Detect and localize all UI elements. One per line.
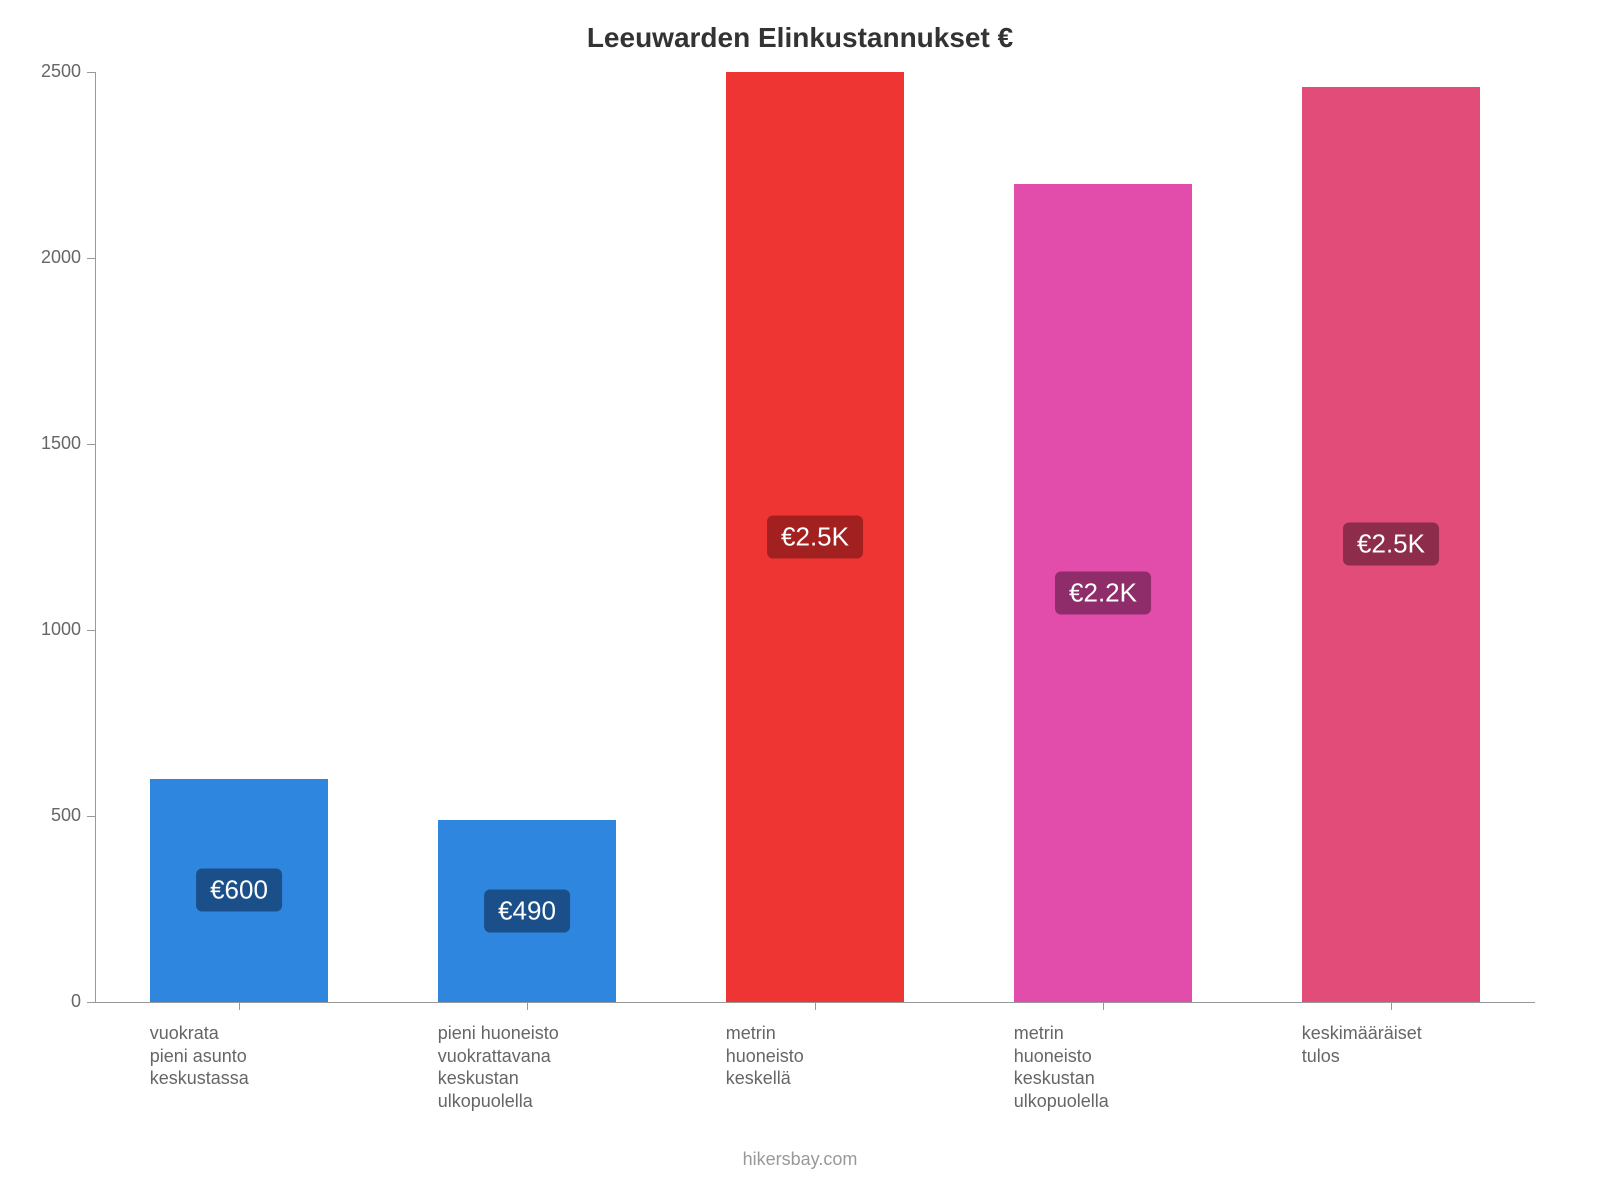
- y-tick: [87, 630, 95, 631]
- x-tick: [239, 1002, 240, 1010]
- y-axis: [95, 72, 96, 1002]
- chart-container: Leeuwarden Elinkustannukset € 0500100015…: [0, 0, 1600, 1200]
- bar-value-label: €2.5K: [1343, 523, 1439, 566]
- x-tick: [1103, 1002, 1104, 1010]
- y-tick-label: 1000: [1, 619, 81, 640]
- x-tick-label: metrin huoneisto keskellä: [726, 1022, 945, 1090]
- bar-value-label: €600: [196, 869, 282, 912]
- y-tick: [87, 816, 95, 817]
- chart-footer: hikersbay.com: [0, 1149, 1600, 1170]
- bar-value-label: €490: [484, 889, 570, 932]
- y-tick-label: 2000: [1, 247, 81, 268]
- bar-value-label: €2.2K: [1055, 571, 1151, 614]
- y-tick: [87, 444, 95, 445]
- y-tick-label: 0: [1, 991, 81, 1012]
- x-tick-label: vuokrata pieni asunto keskustassa: [150, 1022, 369, 1090]
- plot-area: 05001000150020002500€600vuokrata pieni a…: [95, 72, 1535, 1002]
- y-tick: [87, 72, 95, 73]
- x-tick-label: keskimääräiset tulos: [1302, 1022, 1521, 1067]
- bar-value-label: €2.5K: [767, 516, 863, 559]
- y-tick-label: 2500: [1, 61, 81, 82]
- x-tick: [527, 1002, 528, 1010]
- x-tick-label: metrin huoneisto keskustan ulkopuolella: [1014, 1022, 1233, 1112]
- chart-title: Leeuwarden Elinkustannukset €: [0, 22, 1600, 54]
- y-tick: [87, 258, 95, 259]
- x-tick: [815, 1002, 816, 1010]
- x-tick-label: pieni huoneisto vuokrattavana keskustan …: [438, 1022, 657, 1112]
- x-tick: [1391, 1002, 1392, 1010]
- y-tick-label: 500: [1, 805, 81, 826]
- y-tick-label: 1500: [1, 433, 81, 454]
- y-tick: [87, 1002, 95, 1003]
